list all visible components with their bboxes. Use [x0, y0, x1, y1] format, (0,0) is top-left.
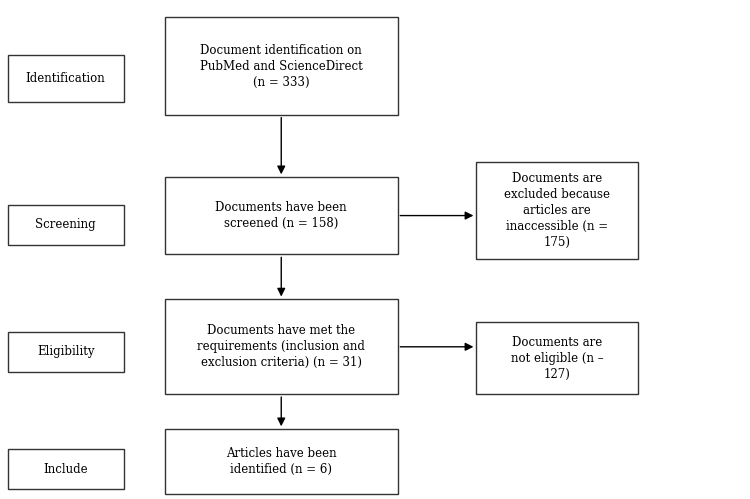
FancyBboxPatch shape — [165, 299, 398, 394]
FancyBboxPatch shape — [8, 332, 124, 372]
Text: Documents have met the
requirements (inclusion and
exclusion criteria) (n = 31): Documents have met the requirements (inc… — [197, 324, 365, 369]
FancyBboxPatch shape — [8, 205, 124, 245]
Text: Documents have been
screened (n = 158): Documents have been screened (n = 158) — [215, 201, 347, 231]
FancyBboxPatch shape — [165, 429, 398, 494]
Text: Documents are
not eligible (n –
127): Documents are not eligible (n – 127) — [511, 335, 603, 381]
Text: Documents are
excluded because
articles are
inaccessible (n =
175): Documents are excluded because articles … — [504, 172, 610, 250]
Text: Screening: Screening — [35, 218, 96, 231]
Text: Eligibility: Eligibility — [37, 345, 94, 358]
Text: Articles have been
identified (n = 6): Articles have been identified (n = 6) — [226, 447, 337, 476]
FancyBboxPatch shape — [476, 322, 638, 394]
FancyBboxPatch shape — [476, 162, 638, 259]
FancyBboxPatch shape — [8, 55, 124, 102]
Text: Identification: Identification — [26, 72, 106, 85]
FancyBboxPatch shape — [165, 177, 398, 254]
FancyBboxPatch shape — [8, 449, 124, 489]
FancyBboxPatch shape — [165, 17, 398, 115]
Text: Document identification on
PubMed and ScienceDirect
(n = 333): Document identification on PubMed and Sc… — [200, 43, 363, 89]
Text: Include: Include — [44, 463, 88, 476]
